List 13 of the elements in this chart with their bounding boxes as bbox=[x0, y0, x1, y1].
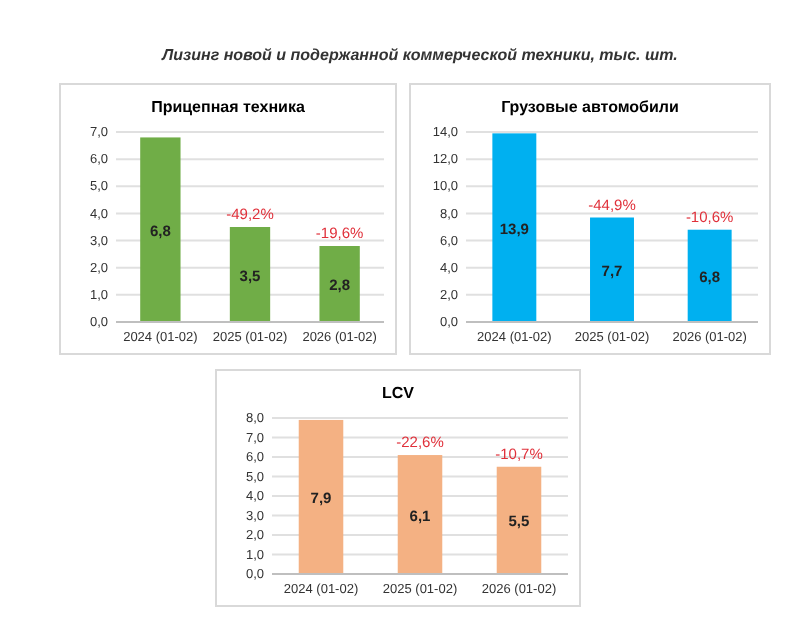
chart-title: LCV bbox=[382, 384, 416, 402]
bar bbox=[229, 227, 271, 322]
bar bbox=[590, 217, 634, 322]
bar bbox=[496, 466, 542, 574]
text: Лизинг новой и подержанной коммерческой техники, тыс. шт. bbox=[160, 46, 678, 64]
bar bbox=[492, 133, 537, 322]
bar bbox=[319, 246, 360, 322]
bar bbox=[298, 419, 344, 574]
chart-title: Грузовые автомобили bbox=[501, 98, 680, 116]
bar bbox=[687, 229, 732, 322]
bar bbox=[397, 455, 443, 574]
chart-title: Прицепная техника bbox=[151, 98, 306, 116]
bar bbox=[140, 137, 181, 322]
